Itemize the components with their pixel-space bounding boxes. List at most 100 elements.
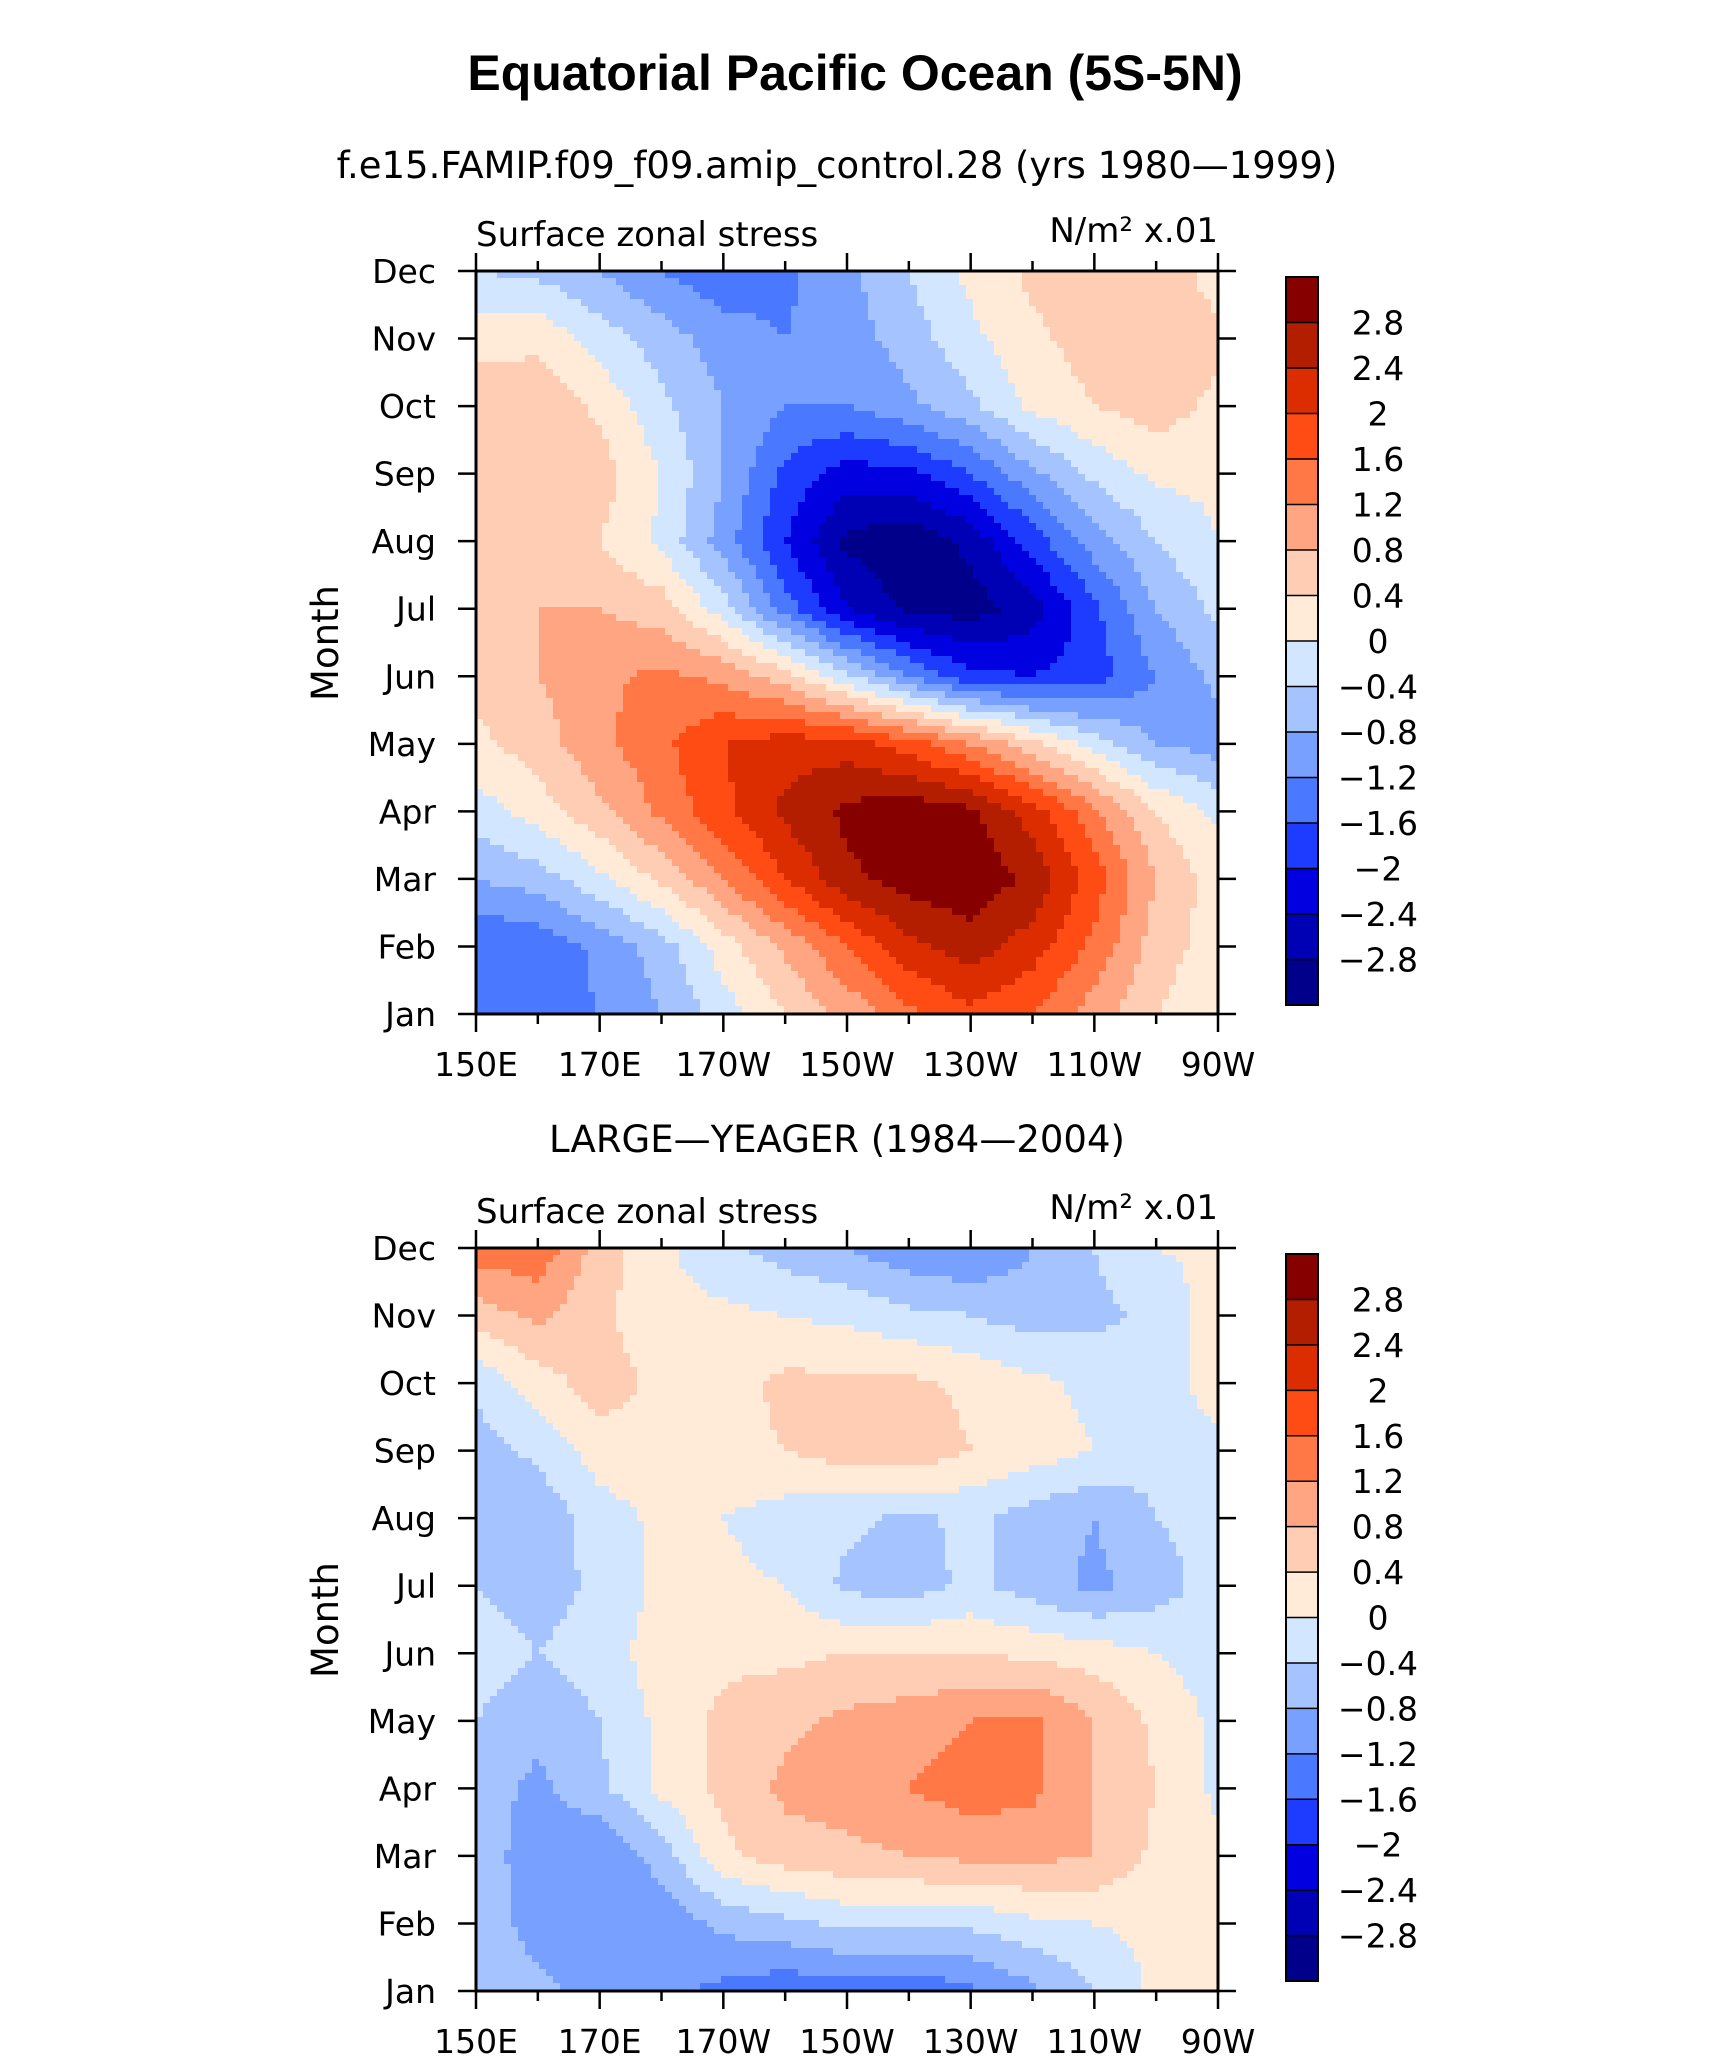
y-tick-label: Nov: [372, 1297, 436, 1336]
colorbar-label: 1.6: [1352, 1417, 1404, 1456]
colorbar-label: −2: [1354, 1826, 1403, 1865]
colorbar-swatch: [1286, 914, 1318, 960]
colorbar-label: 2: [1368, 395, 1389, 434]
variable-label: Surface zonal stress: [476, 1192, 818, 1232]
colorbar-swatch: [1286, 1572, 1318, 1618]
y-tick-label: May: [368, 1702, 436, 1741]
colorbar-swatch: [1286, 1753, 1318, 1800]
y-tick-label: Aug: [372, 522, 436, 561]
colorbar-label: 0.4: [1352, 577, 1404, 616]
x-tick-label: 150W: [799, 1045, 895, 1084]
colorbar-label: −1.6: [1338, 804, 1418, 843]
colorbar-swatch: [1286, 641, 1318, 687]
colorbar-label: 1.2: [1352, 486, 1404, 525]
colorbar-swatch: [1286, 459, 1318, 505]
y-tick-label: Jul: [394, 590, 436, 629]
variable-label: Surface zonal stress: [476, 215, 818, 255]
colorbar-swatch: [1286, 322, 1318, 369]
y-tick-label: Jun: [382, 657, 436, 696]
colorbar: 2.8 2.4 2 1.6 1.2 0.8 0.4 0 −0.4 −0.8 −1.2 −1.6 −2 −2…: [1285, 276, 1418, 1006]
colorbar-label: 0: [1368, 622, 1389, 661]
x-tick-label: 130W: [923, 1045, 1019, 1084]
colorbar-swatch: [1286, 823, 1318, 869]
y-tick-label: Sep: [374, 455, 436, 494]
y-tick-label: Jan: [383, 1972, 436, 2011]
y-tick-label: Aug: [372, 1499, 436, 1538]
y-tick-label: Feb: [378, 927, 436, 966]
colorbar-swatch: [1286, 868, 1318, 915]
colorbar-label: −2: [1354, 850, 1403, 889]
figure-title: Equatorial Pacific Ocean (5S-5N): [0, 44, 1710, 102]
colorbar: 2.8 2.4 2 1.6 1.2 0.8 0.4 0 −0.4 −0.8 −1.2 −1.6 −2 −2…: [1285, 1253, 1418, 1982]
y-tick-label: Oct: [379, 1364, 436, 1403]
x-tick-label: 170E: [558, 1045, 642, 1084]
colorbar-label: −0.4: [1338, 1644, 1418, 1683]
x-tick-label: 90W: [1181, 1045, 1256, 1084]
colorbar-swatch: [1286, 732, 1318, 778]
colorbar-label: 2.8: [1352, 304, 1404, 343]
y-tick-label: Mar: [374, 860, 437, 899]
colorbar-swatch: [1286, 777, 1318, 824]
colorbar-label: −0.4: [1338, 668, 1418, 707]
x-tick-label: 130W: [923, 2022, 1019, 2061]
y-tick-label: Mar: [374, 1837, 437, 1876]
colorbar-swatch: [1286, 1344, 1318, 1391]
colorbar-swatch: [1286, 686, 1318, 733]
colorbar-label: −0.8: [1338, 713, 1418, 752]
y-tick-label: Jul: [394, 1567, 436, 1606]
colorbar-swatch: [1286, 413, 1318, 460]
colorbar-swatch: [1286, 1844, 1318, 1891]
panel-2: LARGE—YEAGER (1984—2004) Surface zonal st…: [304, 1118, 1418, 2061]
colorbar-label: −1.2: [1338, 759, 1418, 798]
colorbar-label: −1.6: [1338, 1780, 1418, 1819]
colorbar-label: −2.8: [1338, 1917, 1418, 1956]
y-tick-label: May: [368, 725, 436, 764]
colorbar-swatch: [1286, 550, 1318, 596]
colorbar-swatch: [1286, 595, 1318, 642]
contour-field: [476, 271, 1218, 1014]
colorbar-label: −2.4: [1338, 1871, 1418, 1910]
x-tick-label: 110W: [1047, 2022, 1143, 2061]
panel-title: f.e15.FAMIP.f09_f09.amip_control.28 (yrs…: [337, 144, 1338, 187]
colorbar-label: 2.8: [1352, 1280, 1404, 1319]
colorbar-label: 0: [1368, 1599, 1389, 1638]
colorbar-label: 0.8: [1352, 531, 1404, 570]
x-tick-label: 170W: [676, 2022, 772, 2061]
colorbar-swatch: [1286, 1890, 1318, 1937]
panel-title: LARGE—YEAGER (1984—2004): [549, 1118, 1125, 1161]
colorbar-swatch: [1286, 1435, 1318, 1482]
colorbar-frame: [1285, 1253, 1319, 1982]
colorbar-label: 0.4: [1352, 1553, 1404, 1592]
panel-1: f.e15.FAMIP.f09_f09.amip_control.28 (yrs…: [304, 144, 1418, 1084]
colorbar-swatch: [1286, 277, 1318, 323]
colorbar-label: 2.4: [1352, 1326, 1404, 1365]
units-label: N/m² x.01: [1049, 211, 1218, 251]
colorbar-swatch: [1286, 1799, 1318, 1846]
contour-field: [476, 1248, 1218, 1991]
colorbar-swatch: [1286, 368, 1318, 414]
colorbar-swatch: [1286, 959, 1318, 1006]
y-axis-label: Month: [304, 1562, 347, 1678]
colorbar-label: −1.2: [1338, 1735, 1418, 1774]
x-tick-label: 150W: [799, 2022, 895, 2061]
units-label: N/m² x.01: [1049, 1188, 1218, 1228]
colorbar-swatch: [1286, 1390, 1318, 1437]
colorbar-label: 0.8: [1352, 1508, 1404, 1547]
y-tick-label: Dec: [372, 252, 436, 291]
y-tick-label: Jun: [382, 1634, 436, 1673]
colorbar-swatch: [1286, 1299, 1318, 1346]
colorbar-swatch: [1286, 1935, 1318, 1982]
colorbar-swatch: [1286, 1662, 1318, 1709]
y-tick-label: Apr: [379, 1769, 437, 1808]
y-tick-label: Sep: [374, 1432, 436, 1471]
y-tick-label: Dec: [372, 1229, 436, 1268]
y-tick-label: Feb: [378, 1904, 436, 1943]
y-tick-label: Jan: [383, 995, 436, 1034]
x-tick-label: 170E: [558, 2022, 642, 2061]
colorbar-swatch: [1286, 1708, 1318, 1755]
colorbar-swatch: [1286, 1254, 1318, 1300]
colorbar-swatch: [1286, 1481, 1318, 1528]
x-tick-label: 170W: [676, 1045, 772, 1084]
colorbar-label: −0.8: [1338, 1689, 1418, 1728]
